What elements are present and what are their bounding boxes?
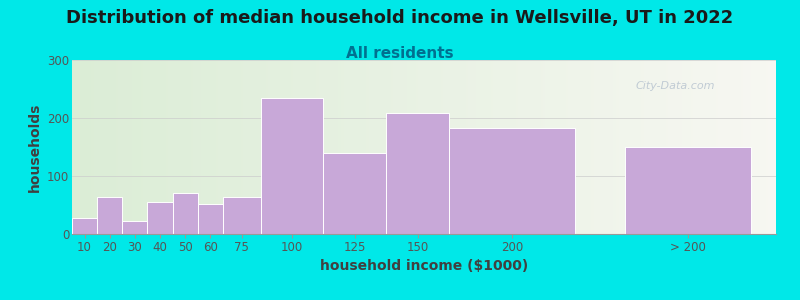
Bar xyxy=(173,194,198,234)
Text: Distribution of median household income in Wellsville, UT in 2022: Distribution of median household income … xyxy=(66,9,734,27)
Bar xyxy=(386,113,449,234)
Bar xyxy=(147,202,173,234)
Bar xyxy=(449,128,575,234)
Bar xyxy=(122,221,147,234)
Text: City-Data.com: City-Data.com xyxy=(635,81,714,91)
Bar xyxy=(261,98,323,234)
Bar xyxy=(625,147,751,234)
Y-axis label: households: households xyxy=(27,102,42,192)
Bar xyxy=(97,197,122,234)
Text: All residents: All residents xyxy=(346,46,454,62)
X-axis label: household income ($1000): household income ($1000) xyxy=(320,260,528,274)
Bar xyxy=(72,218,97,234)
Bar xyxy=(198,204,223,234)
Bar xyxy=(323,153,386,234)
Bar xyxy=(223,197,261,234)
